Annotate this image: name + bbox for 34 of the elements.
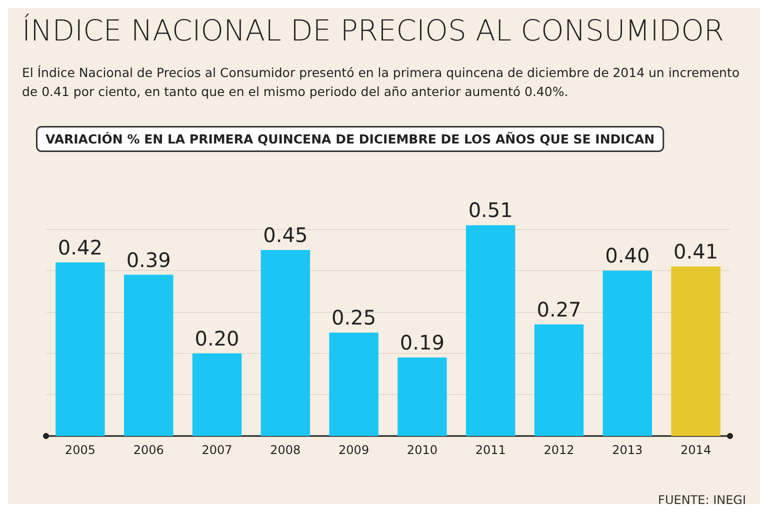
chart-subtitle: El Índice Nacional de Precios al Consumidor presentó en la primera quincena de diciembre de 2014 un incremento de 0.41 por ciento, en tanto que en el mismo periodo del año anterior aumentó 0.40%. [22, 65, 744, 99]
data-label: 0.19 [400, 330, 444, 354]
data-label: 0.20 [194, 326, 240, 350]
data-label: 0.39 [126, 248, 171, 272]
data-label: 0.51 [468, 198, 513, 222]
bar [56, 262, 105, 436]
x-tick-label: 2014 [680, 443, 712, 457]
bar [124, 274, 174, 436]
x-tick-label: 2013 [612, 443, 643, 457]
data-label: 0.27 [536, 297, 582, 322]
bar [260, 250, 310, 436]
bar [466, 225, 516, 436]
x-tick-label: 2009 [338, 443, 370, 457]
x-tick-label: 2007 [202, 443, 232, 457]
x-tick-label: 2012 [544, 443, 574, 457]
source-note: FUENTE: INEGI [658, 493, 746, 507]
x-tick-label: 2011 [475, 443, 506, 457]
text: VARIACIÓN % EN LA PRIMERA QUINCENA DE DICIEMBRE DE LOS AÑOS QUE SE INDICAN [46, 132, 655, 146]
data-label: 0.42 [58, 235, 102, 260]
chart-title: ÍNDICE NACIONAL DE PRECIOS AL CONSUMIDOR [22, 14, 724, 48]
data-label: 0.40 [605, 244, 650, 268]
bar [602, 270, 652, 436]
data-label: 0.25 [332, 306, 376, 330]
x-tick-label: 2008 [270, 443, 301, 457]
x-tick-label: 2005 [64, 443, 96, 457]
bar [671, 266, 720, 436]
bar [398, 357, 447, 436]
bar [534, 324, 584, 436]
bar [329, 332, 378, 436]
x-tick-label: 2010 [406, 443, 438, 457]
data-label: 0.45 [263, 223, 308, 247]
x-tick-label: 2006 [133, 443, 164, 457]
data-label: 0.41 [674, 240, 718, 264]
bar [192, 353, 242, 436]
